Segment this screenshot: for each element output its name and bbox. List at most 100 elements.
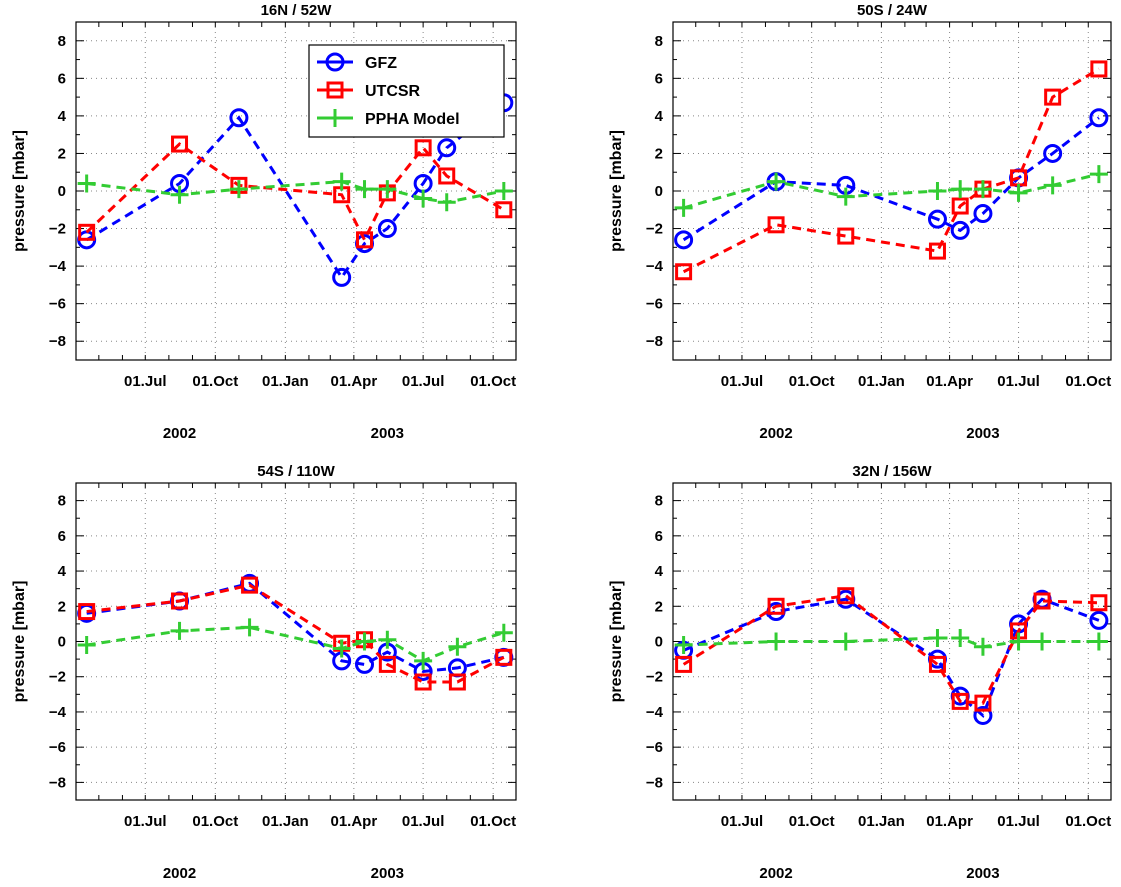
y-tick-label: −4 xyxy=(646,704,664,721)
data-point-ppha-model xyxy=(494,623,513,642)
chart-panel-1: −8 −6 −4 −2 0 2 4 6 8 01.Jul 01.Oct 01.Jan 01.Apr 01.… xyxy=(11,2,517,442)
data-point-utcsr xyxy=(837,227,855,245)
data-point-utcsr xyxy=(951,692,969,710)
chart-panel-3: −8 −6 −4 −2 0 2 4 6 8 01.Jul 01.Oct 01.Jan 01.Apr 01.… xyxy=(11,463,517,882)
year-label: 2002 xyxy=(163,865,196,882)
data-point-utcsr xyxy=(414,673,432,691)
data-point-utcsr xyxy=(1033,592,1051,610)
series-line-gfz xyxy=(683,597,1100,718)
data-point-ppha-model xyxy=(1043,176,1062,195)
x-tick-label: 01.Apr xyxy=(926,373,973,390)
data-point-ppha-model xyxy=(77,174,96,193)
data-point-ppha-model xyxy=(77,636,96,655)
data-point-ppha-model xyxy=(767,172,786,191)
data-point-gfz xyxy=(229,108,249,128)
x-tick-label: 01.Apr xyxy=(331,813,378,830)
chart-panel-4: −8 −6 −4 −2 0 2 4 6 8 01.Jul 01.Oct 01.Jan 01.Apr 01.… xyxy=(608,463,1112,882)
series-line-ppha-model xyxy=(86,180,505,204)
y-tick-label: −6 xyxy=(646,296,663,313)
series-line-ppha-model xyxy=(86,625,505,663)
data-point-ppha-model xyxy=(229,180,248,199)
x-tick-label: 01.Oct xyxy=(470,373,516,390)
x-tick-label: 01.Oct xyxy=(192,373,238,390)
y-tick-label: 6 xyxy=(58,528,66,545)
chart-title: 50S / 24W xyxy=(857,2,928,19)
series-line-utcsr xyxy=(682,594,1099,705)
data-point-ppha-model xyxy=(170,185,189,204)
data-point-ppha-model xyxy=(836,187,855,206)
data-point-ppha-model xyxy=(1009,632,1028,651)
series-line-gfz xyxy=(85,101,505,281)
data-point-utcsr xyxy=(1090,60,1108,78)
y-tick-label: 6 xyxy=(655,70,663,87)
year-label: 2002 xyxy=(759,425,792,442)
year-label: 2002 xyxy=(163,425,196,442)
data-point-gfz xyxy=(973,204,993,224)
data-point-ppha-model xyxy=(378,630,397,649)
x-tick-label: 01.Jul xyxy=(124,373,167,390)
data-point-utcsr xyxy=(241,576,259,594)
data-point-ppha-model xyxy=(332,172,351,191)
x-tick-label: 01.Apr xyxy=(926,813,973,830)
legend-label: PPHA Model xyxy=(365,111,460,128)
y-tick-label: 0 xyxy=(655,183,663,200)
data-point-utcsr xyxy=(974,694,992,712)
data-point-ppha-model xyxy=(1033,632,1052,651)
x-tick-label: 01.Jul xyxy=(997,813,1040,830)
series-line-gfz xyxy=(682,116,1100,242)
data-point-ppha-model xyxy=(332,639,351,658)
y-tick-label: 0 xyxy=(655,634,663,651)
series-line-ppha-model xyxy=(683,172,1100,210)
legend-label: GFZ xyxy=(365,55,397,72)
x-tick-label: 01.Apr xyxy=(331,373,378,390)
year-label: 2003 xyxy=(371,865,404,882)
x-tick-label: 01.Oct xyxy=(789,373,835,390)
y-tick-label: −6 xyxy=(49,296,66,313)
data-point-ppha-model xyxy=(973,637,992,656)
x-tick-label: 01.Jan xyxy=(858,813,905,830)
data-point-ppha-model xyxy=(674,636,693,655)
data-point-utcsr xyxy=(767,216,785,234)
data-point-utcsr xyxy=(448,673,466,691)
data-point-utcsr xyxy=(1044,88,1062,106)
data-point-ppha-model xyxy=(355,632,374,651)
data-point-gfz xyxy=(927,209,947,229)
chart-title: 16N / 52W xyxy=(261,2,333,19)
year-label: 2002 xyxy=(759,865,792,882)
data-point-gfz xyxy=(1089,108,1109,128)
data-point-ppha-model xyxy=(240,618,259,637)
chart-title: 54S / 110W xyxy=(257,463,335,480)
data-point-utcsr xyxy=(675,655,693,673)
data-point-gfz xyxy=(377,219,397,239)
series-line-utcsr xyxy=(682,67,1100,274)
year-label: 2003 xyxy=(966,425,999,442)
data-point-gfz xyxy=(674,230,694,250)
y-tick-label: 4 xyxy=(58,108,67,125)
y-tick-label: −2 xyxy=(49,221,66,238)
data-point-utcsr xyxy=(78,223,96,241)
y-tick-label: 2 xyxy=(58,145,66,162)
y-tick-label: −6 xyxy=(646,739,663,756)
data-point-utcsr xyxy=(928,655,946,673)
data-point-utcsr xyxy=(78,603,96,621)
data-point-utcsr xyxy=(356,231,374,249)
data-point-ppha-model xyxy=(928,182,947,200)
legend-marker xyxy=(326,81,344,99)
x-tick-label: 01.Jul xyxy=(402,373,445,390)
y-tick-label: 6 xyxy=(655,528,663,545)
y-tick-label: −8 xyxy=(646,333,663,350)
data-point-ppha-model xyxy=(170,621,189,640)
legend-marker xyxy=(325,52,345,72)
y-tick-label: 8 xyxy=(655,33,663,50)
data-point-ppha-model xyxy=(674,198,693,217)
data-point-ppha-model xyxy=(928,628,947,647)
x-tick-label: 01.Jan xyxy=(262,373,309,390)
data-point-utcsr xyxy=(171,592,189,610)
year-label: 2003 xyxy=(371,425,404,442)
x-tick-label: 01.Oct xyxy=(1065,373,1111,390)
y-axis-label: pressure [mbar] xyxy=(608,581,625,703)
data-point-gfz xyxy=(332,267,352,287)
x-tick-label: 01.Oct xyxy=(470,813,516,830)
